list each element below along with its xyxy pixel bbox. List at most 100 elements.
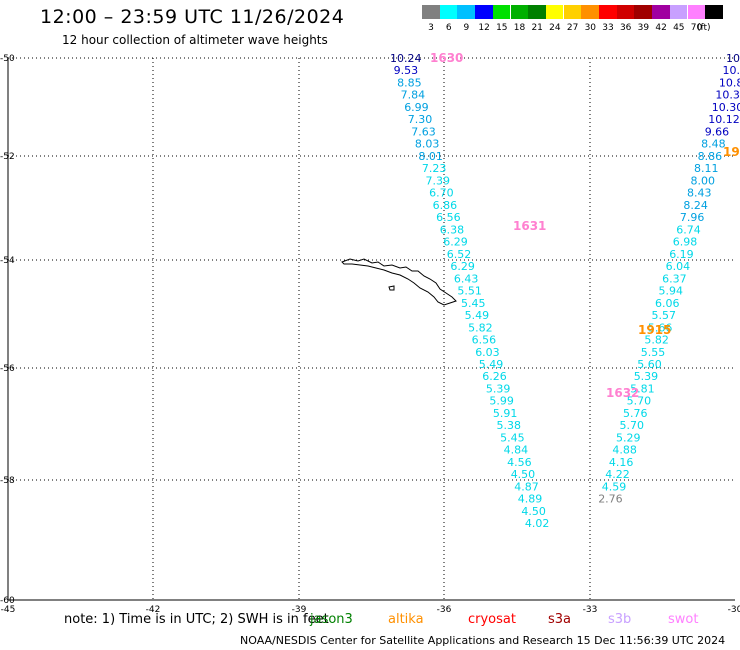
legend-swatch [439,5,458,19]
pass-time-label: 1915 [638,323,671,337]
lon-tick-label: -45 [1,605,16,615]
legend-swatch [510,5,528,19]
wave-height-value: 4.87 [514,480,539,493]
chart-title: 12:00 – 23:59 UTC 11/26/2024 [40,6,345,28]
wave-height-value: 7.39 [426,174,451,187]
legend-label: 18 [513,23,526,33]
footer-note: note: 1) Time is in UTC; 2) SWH is in fe… [64,612,329,627]
legend-label: 39 [637,23,650,33]
wave-height-value: 6.74 [676,223,701,236]
wave-height-value: 8.03 [415,138,440,151]
legend-label: 6 [445,23,452,33]
wave-height-value: 8.86 [698,150,723,163]
wave-height-value: 8.43 [687,187,712,200]
wave-height-value: 5.66 [648,321,673,334]
south-georgia-coastline [341,258,457,306]
wave-height-value: 4.89 [518,493,543,506]
wave-height-value: 10.31 [715,89,740,102]
wave-height-value: 6.03 [475,346,500,359]
lat-tick-label: -58 [0,476,15,486]
mission-swot: swot [668,612,699,627]
wave-height-value: 8.01 [418,150,443,163]
wave-height-tracks: 10.249.538.857.846.997.307.638.038.017.2… [390,52,740,530]
legend-swatch [687,5,705,19]
legend-swatch [475,5,493,19]
legend-label: 33 [602,23,614,33]
wave-height-value: 6.04 [666,260,691,273]
pass-time-labels: 1630 1631 1632 1915 19 [430,51,740,400]
pass-time-label: 1632 [606,386,639,400]
mission-s3a: s3a [548,612,572,627]
wave-height-value: 6.56 [436,211,461,224]
wave-height-value: 4.22 [605,468,630,481]
wave-height-value: 5.82 [468,321,493,334]
lon-tick-label: -36 [437,605,452,615]
wave-height-value: 10.30 [712,101,740,114]
legend-unit-label: (ft) [697,23,711,33]
lat-tick-label: -50 [0,54,15,64]
wave-height-value: 8.24 [683,199,708,212]
legend-swatch [634,5,652,19]
wave-height-value: 10.8 [719,77,740,90]
wave-height-value: 6.37 [662,272,687,285]
legend-swatch [563,5,582,19]
wave-height-value: 4.84 [504,444,528,457]
chart-subtitle: 12 hour collection of altimeter wave hei… [62,33,328,47]
wave-height-value: 6.29 [443,236,468,249]
legend-label: 45 [673,23,685,33]
legend-swatch [581,5,599,19]
grid-lines [8,57,735,600]
pass-time-label: 1631 [513,219,546,233]
legend-label: 42 [655,23,667,33]
legend-label: 30 [584,23,597,33]
wave-height-value: 5.49 [465,309,490,322]
wave-height-value: 9.66 [705,125,730,138]
wave-height-value: 2.76 [598,493,623,506]
wave-height-value: 4.50 [511,468,536,481]
legend-label: 27 [566,23,579,33]
legend-label: 3 [428,23,434,33]
wave-height-value: 8.11 [694,162,719,175]
mission-altika: altika [388,612,424,627]
wave-height-value: 8.85 [397,77,422,90]
legend-label: 12 [478,23,490,33]
mission-jason3: jason3 [310,612,353,627]
lat-tick-label: -52 [0,152,15,162]
wave-height-value: 10 [726,52,740,65]
pass-time-label: 1630 [430,51,463,65]
footer-credit: NOAA/NESDIS Center for Satellite Applica… [240,634,726,647]
legend-swatch [705,5,723,19]
mission-s3b: s3b [608,612,632,627]
legend-label: 9 [463,23,470,33]
pass-time-label: 19 [723,145,740,159]
wave-height-value: 8.00 [691,174,716,187]
wave-height-value: 5.57 [652,309,677,322]
legend-swatch [528,5,546,19]
wave-height-value: 8.48 [701,138,726,151]
wave-height-value: 5.29 [616,431,641,444]
wave-height-value: 5.45 [500,431,524,444]
legend-swatch [652,5,670,19]
wave-height-value: 5.39 [634,370,659,383]
wave-height-value: 4.56 [507,456,531,469]
wave-height-value: 5.45 [461,297,486,310]
map-frame [7,58,735,601]
wave-height-value: 5.49 [479,358,504,371]
wave-height-value: 4.16 [609,456,634,469]
legend-swatch [599,5,617,19]
legend-swatch [669,5,688,19]
wave-height-value: 6.52 [447,248,472,261]
legend-swatch [616,5,635,19]
wave-height-value: 5.55 [641,346,666,359]
lon-tick-label: -42 [146,605,161,615]
wave-height-value: 6.56 [472,334,497,347]
wave-height-value: 4.02 [525,517,550,530]
legend-swatch [422,5,440,19]
wave-height-value: 5.81 [630,383,655,396]
wave-height-value: 5.38 [497,419,522,432]
lat-tick-label: -54 [0,256,15,266]
wave-height-value: 10. [723,64,740,77]
legend-label: 70 [690,23,703,33]
wave-height-value: 6.06 [655,297,680,310]
legend-swatch [492,5,511,19]
